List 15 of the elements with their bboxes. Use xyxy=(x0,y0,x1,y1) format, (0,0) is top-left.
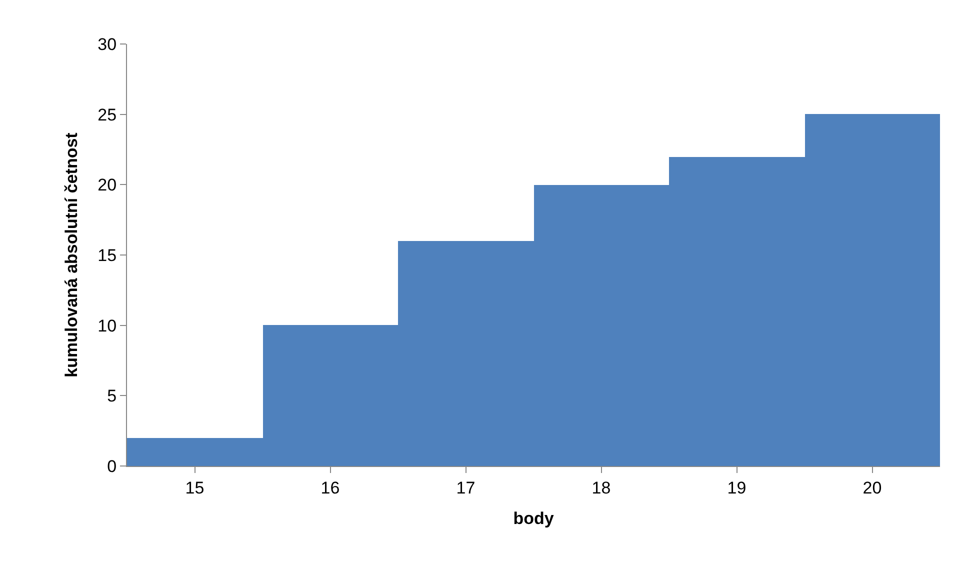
y-tick-label: 15 xyxy=(98,246,117,265)
x-tick-label: 20 xyxy=(862,478,882,498)
x-tick-label: 17 xyxy=(456,478,476,498)
x-tick-label: 19 xyxy=(727,478,746,498)
x-tick-label: 18 xyxy=(592,478,611,498)
y-axis-title: kumulovaná absolutní četnost xyxy=(62,132,82,378)
y-tick-label: 5 xyxy=(107,386,117,406)
x-tick-label: 15 xyxy=(185,478,204,498)
x-axis-title: body xyxy=(513,508,554,528)
x-tick-label: 16 xyxy=(320,478,340,498)
y-tick-label: 20 xyxy=(98,176,117,195)
y-tick-label: 0 xyxy=(107,456,117,476)
y-tick-label: 30 xyxy=(98,34,117,54)
y-tick-label: 10 xyxy=(98,316,117,336)
y-tick-label: 25 xyxy=(98,105,117,124)
